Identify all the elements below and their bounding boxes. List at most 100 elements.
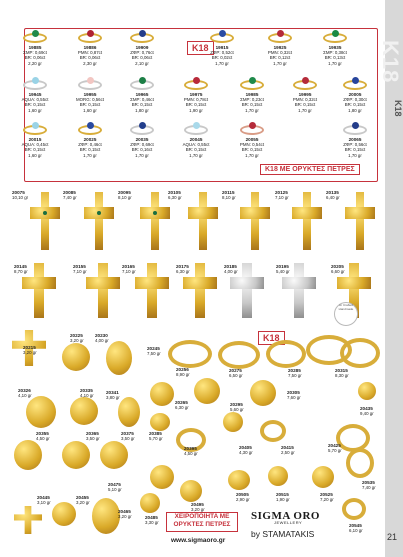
cross-pendant[interactable] xyxy=(86,263,120,318)
cross-pendant[interactable] xyxy=(337,263,371,318)
ring-image[interactable] xyxy=(346,448,374,478)
medal-pendant[interactable] xyxy=(180,480,202,502)
oval-pendant[interactable] xyxy=(106,341,132,375)
medal-pendant[interactable] xyxy=(14,440,42,470)
medal-pendant[interactable] xyxy=(62,343,90,371)
medal-pendant[interactable] xyxy=(223,412,243,432)
gemstone-icon xyxy=(139,77,146,84)
cross-pendant[interactable] xyxy=(140,192,170,250)
cross-pendant[interactable] xyxy=(345,192,375,250)
medal-pendant[interactable] xyxy=(140,493,160,513)
ring-image[interactable] xyxy=(268,30,292,43)
medal-pendant[interactable] xyxy=(100,441,128,469)
medal-pendant[interactable] xyxy=(358,382,376,400)
cross-horizontal xyxy=(86,276,120,289)
product-weight: 3,50 gr xyxy=(86,436,100,441)
ring-spec: 2,20 gr xyxy=(28,60,42,66)
ring-image[interactable] xyxy=(240,77,264,90)
cross-pendant[interactable] xyxy=(30,192,60,250)
ring-image[interactable] xyxy=(168,340,212,368)
ring-image[interactable] xyxy=(78,122,102,135)
product-code: 20195 xyxy=(276,264,289,269)
ring-spec: BR: 0,15ct xyxy=(241,102,263,108)
ring-spec: AQUA: 0,55ct xyxy=(182,142,210,148)
ring-image[interactable] xyxy=(343,122,367,135)
cross-vertical xyxy=(294,263,304,318)
ring-image[interactable] xyxy=(130,77,154,90)
ring-image[interactable] xyxy=(23,77,47,90)
cross-pendant[interactable] xyxy=(292,192,322,250)
ring-image[interactable] xyxy=(130,122,154,135)
product-weight: 2,90 gr xyxy=(236,497,250,502)
medal-pendant[interactable] xyxy=(150,413,170,431)
ring-spec: BR: 0,06ct xyxy=(79,55,101,61)
gemstone-icon xyxy=(87,122,94,129)
ring-image[interactable] xyxy=(184,122,208,135)
medal-pendant[interactable] xyxy=(52,502,76,526)
cross-vertical xyxy=(147,263,157,318)
page-number: 21 xyxy=(387,532,398,542)
medal-pendant[interactable] xyxy=(150,382,174,406)
ring-image[interactable] xyxy=(240,122,264,135)
cross-pendant[interactable] xyxy=(282,263,316,318)
medal-pendant[interactable] xyxy=(194,378,220,404)
cross-pendant[interactable] xyxy=(14,506,42,534)
product-weight: 8,10 gr xyxy=(118,195,132,200)
product-code: 20335 xyxy=(80,388,93,393)
cross-pendant[interactable] xyxy=(22,263,56,318)
medal-pendant[interactable] xyxy=(150,465,174,489)
ring-image[interactable] xyxy=(293,77,317,90)
ring-image[interactable] xyxy=(342,498,366,520)
website[interactable]: www.sigmaoro.gr xyxy=(171,537,226,544)
ring-image[interactable] xyxy=(323,30,347,43)
gemstone-icon xyxy=(97,210,101,215)
oval-pendant[interactable] xyxy=(92,498,120,534)
medal-pendant[interactable] xyxy=(268,466,288,486)
medal-pendant[interactable] xyxy=(312,466,334,488)
product-code: 20215 xyxy=(23,345,36,350)
ring-spec: MORG: 0,56ct xyxy=(75,97,105,103)
gemstone-icon xyxy=(32,77,39,84)
section-tag: K18 ME OPYKTEΣ ΠETPEΣ xyxy=(260,164,360,175)
ring-image[interactable] xyxy=(340,338,380,368)
ring-image[interactable] xyxy=(343,77,367,90)
ring-image[interactable] xyxy=(78,77,102,90)
oval-pendant[interactable] xyxy=(118,397,140,427)
ring-image[interactable] xyxy=(266,340,306,368)
medal-pendant[interactable] xyxy=(62,441,90,469)
ring-image[interactable] xyxy=(184,77,208,90)
ring-spec: PMN: 0,87ct xyxy=(77,50,103,56)
ring-image[interactable] xyxy=(176,428,206,452)
ring-image[interactable] xyxy=(78,30,102,43)
ring-image[interactable] xyxy=(130,30,154,43)
cross-pendant[interactable] xyxy=(183,263,217,318)
medal-pendant[interactable] xyxy=(70,397,98,425)
ring-image[interactable] xyxy=(210,30,234,43)
product-code: 19925 xyxy=(273,45,287,50)
ring-caption: 20015 AQUA: 0,45ct BR: 0,15ct 1,60 gr xyxy=(12,137,58,158)
product-code: 20145 xyxy=(14,264,27,269)
cross-pendant[interactable] xyxy=(230,263,264,318)
cross-pendant[interactable] xyxy=(240,192,270,250)
product-weight: 6,30 gr xyxy=(175,405,189,410)
product-code: 20275 xyxy=(229,368,242,373)
rings-panel xyxy=(24,28,378,182)
cross-pendant[interactable] xyxy=(84,192,114,250)
cross-horizontal xyxy=(240,206,270,220)
logo-by: by STAMATAKIS xyxy=(251,529,315,539)
cross-pendant[interactable] xyxy=(188,192,218,250)
ring-image[interactable] xyxy=(23,122,47,135)
side-title: K18 xyxy=(378,40,403,84)
medal-pendant[interactable] xyxy=(228,470,250,490)
medal-pendant[interactable] xyxy=(26,396,56,428)
ring-image[interactable] xyxy=(218,341,260,369)
cross-vertical xyxy=(195,263,205,318)
product-weight: 4,50 gr xyxy=(36,436,50,441)
cross-pendant[interactable] xyxy=(135,263,169,318)
ring-caption: 19975 PMN: 0,78ct BR: 0,15ct 1,90 gr xyxy=(173,92,219,113)
ring-image[interactable] xyxy=(23,30,47,43)
gemstone-icon xyxy=(332,30,339,37)
medal-pendant[interactable] xyxy=(250,380,276,406)
ring-spec: BR: 0,15ct xyxy=(344,147,366,153)
ring-image[interactable] xyxy=(260,420,286,442)
